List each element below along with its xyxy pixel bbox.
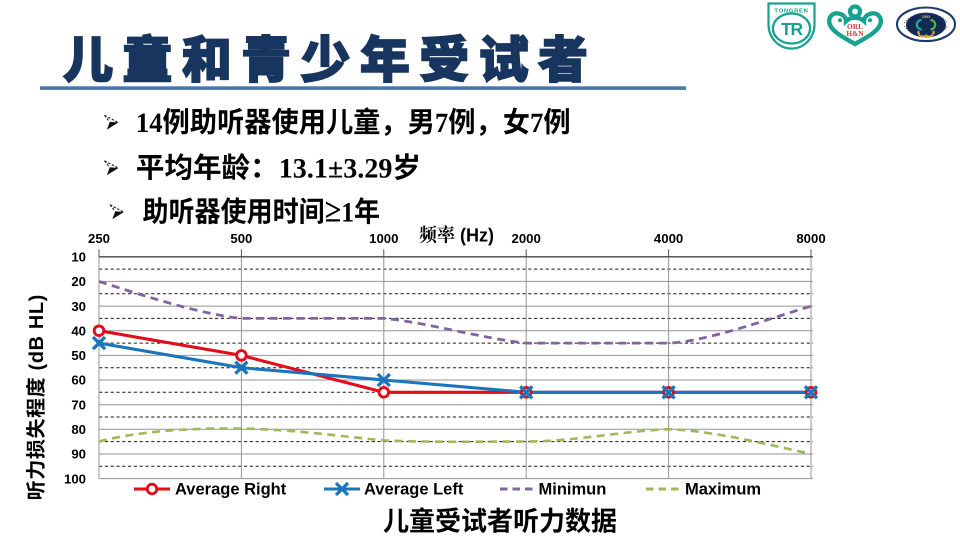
svg-text:50: 50 — [71, 348, 86, 363]
svg-text:1953: 1953 — [922, 15, 930, 19]
svg-text:100: 100 — [64, 471, 86, 486]
svg-text:TONGREN: TONGREN — [774, 9, 808, 15]
svg-text:4000: 4000 — [654, 231, 683, 246]
svg-text:1000: 1000 — [369, 231, 398, 246]
svg-text:90: 90 — [71, 447, 86, 462]
svg-text:8000: 8000 — [796, 231, 825, 246]
svg-text:Maximum: Maximum — [685, 481, 761, 499]
svg-text:10: 10 — [71, 250, 86, 265]
svg-text:ORL: ORL — [847, 22, 863, 31]
svg-text:70: 70 — [71, 397, 86, 412]
svg-text:Average Left: Average Left — [364, 481, 464, 499]
svg-text:20: 20 — [71, 274, 86, 289]
svg-text:TR: TR — [781, 19, 803, 39]
svg-text:60: 60 — [71, 373, 86, 388]
svg-text:Minimun: Minimun — [539, 481, 607, 499]
svg-text:H&N: H&N — [846, 29, 864, 38]
svg-text:30: 30 — [71, 299, 86, 314]
svg-text:80: 80 — [71, 422, 86, 437]
svg-text:2000: 2000 — [512, 231, 541, 246]
svg-text:40: 40 — [71, 323, 86, 338]
svg-text:Average Right: Average Right — [175, 481, 287, 499]
svg-text:500: 500 — [230, 231, 252, 246]
svg-text:250: 250 — [88, 231, 110, 246]
